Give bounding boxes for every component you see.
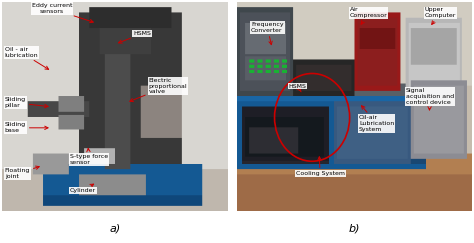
Text: Air
Compressor: Air Compressor [350,8,387,24]
Text: Cooling System: Cooling System [296,157,345,176]
Text: Upper
Computer: Upper Computer [425,8,456,24]
Text: Floating
joint: Floating joint [5,166,39,179]
Text: Signal
acquisition and
control device: Signal acquisition and control device [406,88,454,110]
Text: Oil-air
Lubrication
System: Oil-air Lubrication System [359,106,394,132]
Text: HSMS: HSMS [118,31,151,43]
Text: a): a) [109,224,120,234]
Text: Cylinder: Cylinder [70,184,96,193]
Text: Oil - air
lubrication: Oil - air lubrication [5,47,49,69]
Text: HSMS: HSMS [289,84,307,92]
Text: Eddy current
sensors: Eddy current sensors [32,3,93,23]
Text: b): b) [348,224,360,234]
Text: Sliding
base: Sliding base [5,122,48,133]
Text: Electric
proportional
valve: Electric proportional valve [130,78,187,102]
Text: Frequency
Converter: Frequency Converter [251,22,284,45]
Text: S-type force
sensor: S-type force sensor [70,148,108,165]
Text: Sliding
pillar: Sliding pillar [5,97,48,108]
